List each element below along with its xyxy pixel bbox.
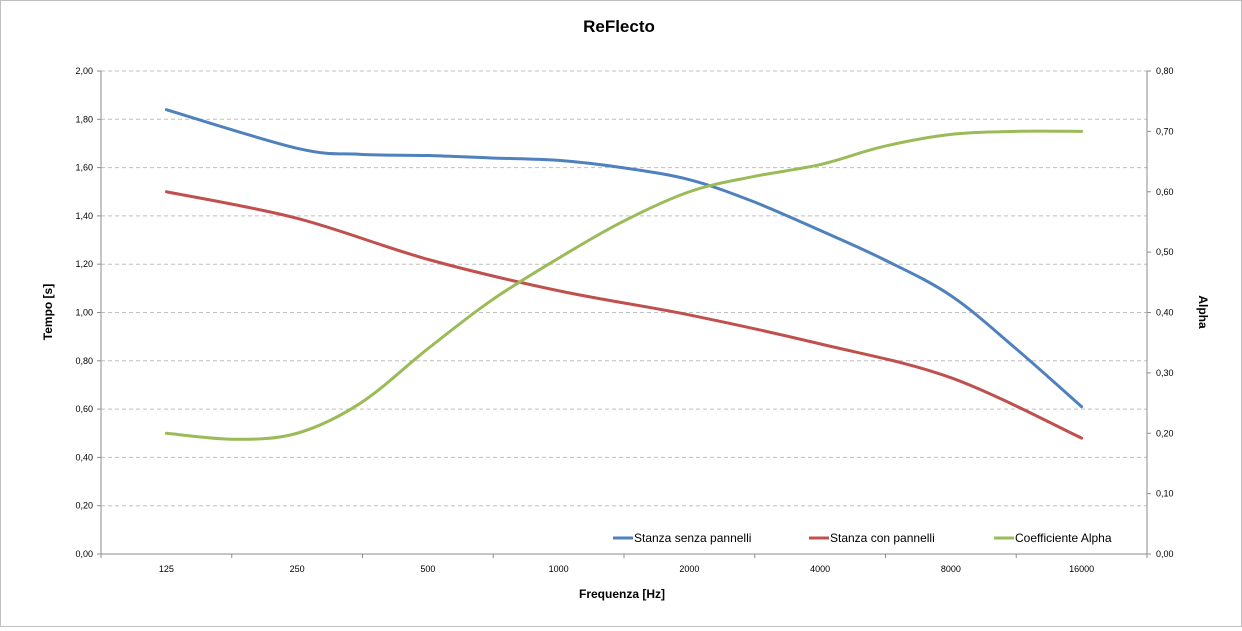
y-axis-title: Tempo [s]	[41, 284, 55, 340]
y-tick-label: 1,40	[75, 211, 93, 221]
y2-tick-label: 0,00	[1156, 549, 1174, 559]
y-tick-label: 1,60	[75, 163, 93, 173]
y2-tick-label: 0,30	[1156, 368, 1174, 378]
legend-label: Stanza senza pannelli	[634, 531, 751, 545]
x-tick-label: 250	[290, 564, 305, 574]
x-tick-label: 4000	[810, 564, 830, 574]
x-tick-label: 2000	[679, 564, 699, 574]
series-line-stanza-con-pannelli	[164, 190, 1084, 440]
y-tick-label: 0,40	[75, 452, 93, 462]
series-lines	[164, 108, 1084, 441]
tick-labels: 0,00 0,20 0,40 0,60 0,80 1,00 1,20 1,40 1,60 1,80…	[75, 66, 1173, 574]
y-tick-label: 1,20	[75, 259, 93, 269]
x-tick-label: 125	[159, 564, 174, 574]
y-tick-label: 0,80	[75, 356, 93, 366]
y-tick-label: 0,60	[75, 404, 93, 414]
x-tick-label: 1000	[549, 564, 569, 574]
x-tick-label: 16000	[1069, 564, 1094, 574]
legend-label: Stanza con pannelli	[830, 531, 935, 545]
series-line-stanza-senza-pannelli	[164, 108, 1084, 409]
y-tick-label: 0,20	[75, 501, 93, 511]
y2-tick-label: 0,20	[1156, 428, 1174, 438]
y2-tick-label: 0,80	[1156, 66, 1174, 76]
y-tick-label: 1,00	[75, 308, 93, 318]
y-tick-label: 0,00	[75, 549, 93, 559]
series-line-coefficiente-alpha	[164, 129, 1084, 441]
y-tick-label: 1,80	[75, 114, 93, 124]
y2-tick-label: 0,70	[1156, 126, 1174, 136]
y-tick-label: 2,00	[75, 66, 93, 76]
y2-tick-label: 0,60	[1156, 187, 1174, 197]
y2-axis-title: Alpha	[1196, 295, 1210, 329]
legend: Stanza senza pannelli Stanza con pannelli…	[613, 531, 1112, 545]
legend-label: Coefficiente Alpha	[1015, 531, 1112, 545]
chart-title: ReFlecto	[583, 17, 655, 36]
y2-tick-label: 0,10	[1156, 489, 1174, 499]
y2-tick-label: 0,50	[1156, 247, 1174, 257]
x-axis-title: Frequenza [Hz]	[579, 587, 665, 601]
x-tick-label: 500	[420, 564, 435, 574]
axes	[97, 70, 1151, 558]
y2-tick-label: 0,40	[1156, 308, 1174, 318]
x-tick-label: 8000	[941, 564, 961, 574]
